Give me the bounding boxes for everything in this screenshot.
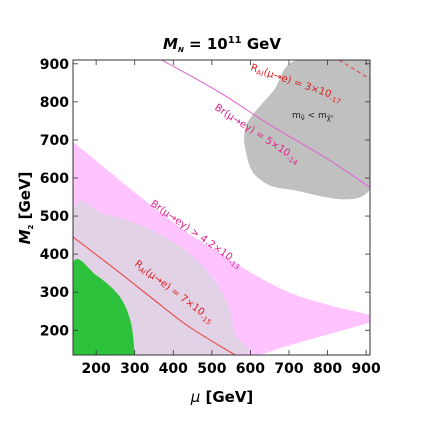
y-tick-label: 200 <box>40 323 69 339</box>
curve-br-5e-14 <box>161 60 370 188</box>
curve-ral-7e-15 <box>73 236 236 355</box>
label-degenerate: mν̃ < mχ̃⁰ <box>292 111 334 122</box>
region-allowed <box>73 259 135 355</box>
y-tick-label: 500 <box>40 209 69 225</box>
plot-frame <box>72 59 371 356</box>
x-tick-label: 500 <box>197 361 226 377</box>
x-tick-label: 300 <box>120 361 149 377</box>
y-tick-label: 900 <box>40 57 69 73</box>
x-tick-label: 200 <box>82 361 111 377</box>
x-tick-label: 800 <box>313 361 342 377</box>
y-tick-label: 700 <box>40 133 69 149</box>
y-axis-label: M2 [GeV] <box>16 172 35 245</box>
x-axis-label: μ [GeV] <box>190 388 254 406</box>
chart-title: MN = 1011 GeV <box>163 35 281 54</box>
y-tick-label: 400 <box>40 247 69 263</box>
y-tick-label: 300 <box>40 285 69 301</box>
x-tick-label: 600 <box>236 361 265 377</box>
y-tick-label: 600 <box>40 171 69 187</box>
x-tick-label: 900 <box>352 361 381 377</box>
x-tick-label: 700 <box>274 361 303 377</box>
plot-area <box>73 60 370 355</box>
region-degenerate <box>244 60 370 200</box>
x-tick-label: 400 <box>159 361 188 377</box>
y-tick-label: 800 <box>40 95 69 111</box>
axis-ticks: 200 300 400 500 600 700 800 900 200 300 400 500 600 7… <box>40 57 381 377</box>
